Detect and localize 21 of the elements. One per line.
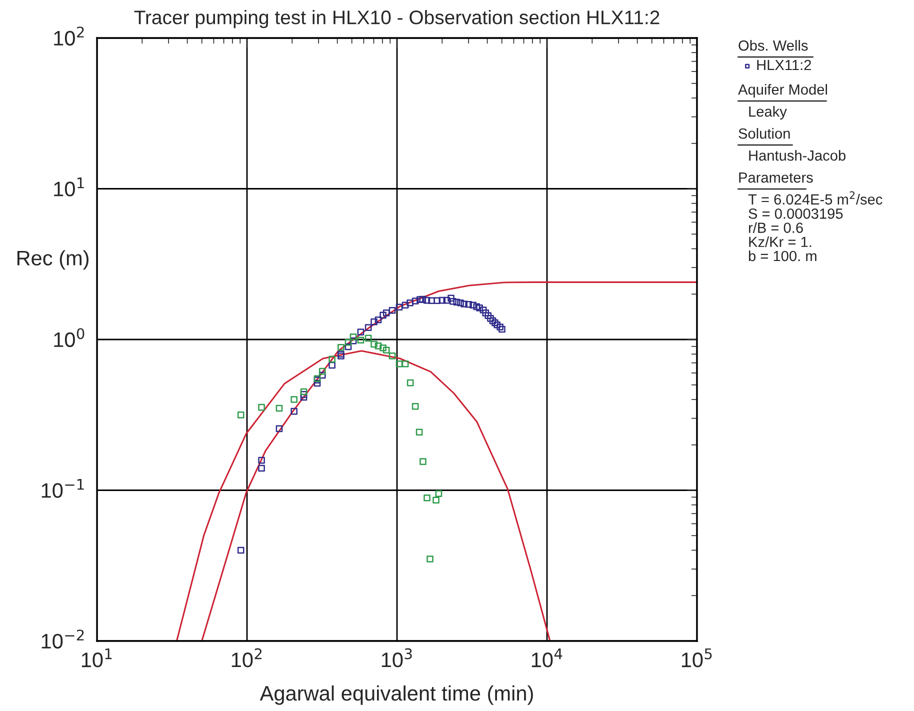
- legend-title: Obs. Wells: [738, 40, 808, 51]
- y-tick-label: 10$^{−1}$: [42, 479, 84, 498]
- x-axis-title: Agarwal equivalent time (min): [260, 685, 533, 705]
- x-tick-label: 10$^{4}$: [532, 648, 562, 668]
- text: Hantush-Jacob: [749, 150, 846, 161]
- text: Leaky: [749, 106, 787, 120]
- y-tick-label: 10$^{0}$: [54, 328, 84, 348]
- x-tick-label: 10$^{1}$: [82, 648, 112, 668]
- y-tick-label: 10$^{−2}$: [42, 630, 84, 649]
- y-tick-label: 10$^{2}$: [54, 26, 84, 46]
- text: T = 6.024E-5 m$^{2}$/sec S = 0.0003195 r/B = 0.6 Kz/Kr = 1. b = 100. m: [748, 191, 882, 262]
- x-tick-label: 10$^{5}$: [682, 648, 712, 668]
- text: Aquifer Model: [738, 84, 828, 98]
- x-tick-label: 10$^{3}$: [382, 648, 412, 668]
- y-axis-title: Rec (m): [17, 250, 89, 270]
- x-tick-label: 10$^{2}$: [232, 648, 262, 668]
- legend-label: HLX11:2: [757, 60, 811, 70]
- y-tick-label: 10$^{1}$: [54, 178, 84, 196]
- text: Parameters: [739, 172, 813, 183]
- chart-title: Tracer pumping test in HLX10 - Observation section HLX11:2: [134, 10, 660, 28]
- text: Solution: [738, 128, 790, 139]
